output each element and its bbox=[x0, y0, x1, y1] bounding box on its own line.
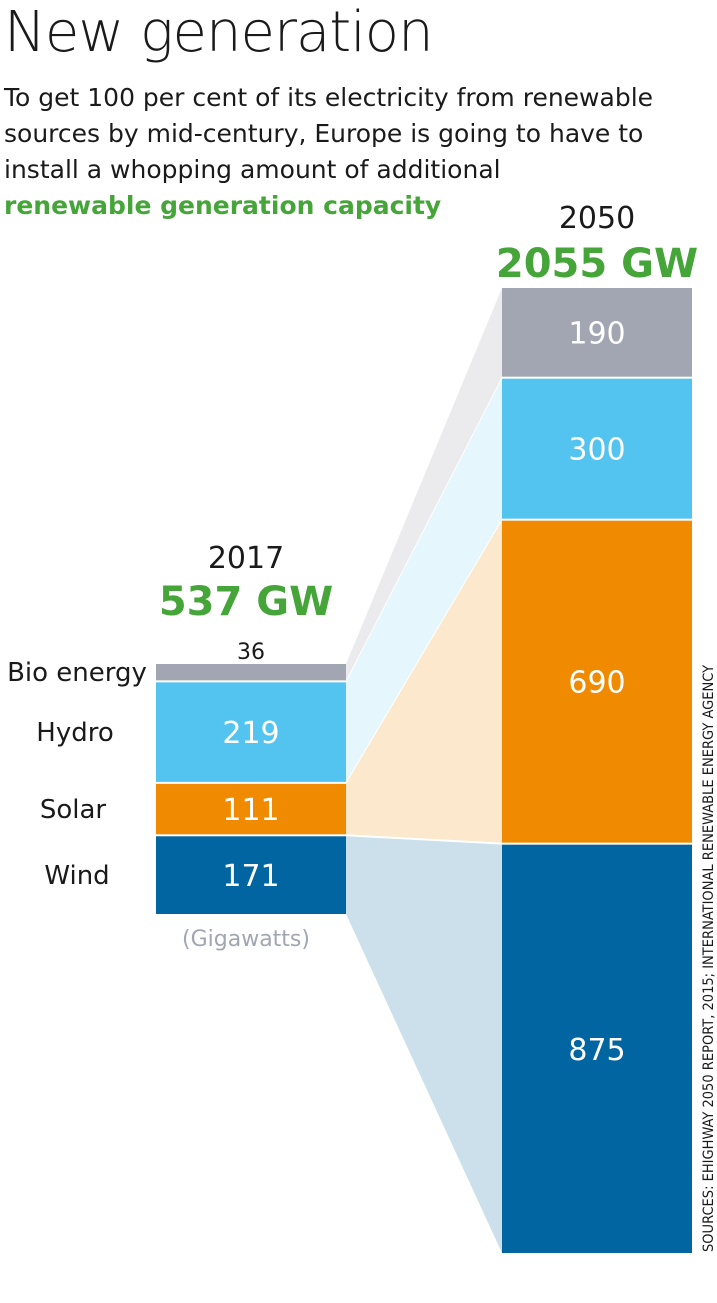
connector-wind bbox=[346, 836, 502, 1253]
value-label-2050-solar: 690 bbox=[568, 666, 625, 701]
chart-title: New generation bbox=[4, 0, 434, 65]
value-label-2050-bio: 190 bbox=[568, 316, 625, 351]
value-label-2050-hydro: 300 bbox=[568, 433, 625, 468]
bar-2050-solar bbox=[502, 520, 692, 843]
intro-highlight: renewable generation capacity bbox=[4, 191, 442, 220]
bar-2017-wind bbox=[156, 836, 346, 914]
value-label-2050-wind: 875 bbox=[568, 1033, 625, 1068]
category-label-bio: Bio energy bbox=[7, 658, 147, 688]
value-label-2017-solar: 111 bbox=[222, 793, 279, 828]
bar-2017-solar bbox=[156, 783, 346, 835]
year-label-2050: 2050 bbox=[559, 201, 635, 236]
source-note: SOURCES: EHIGHWAY 2050 REPORT, 2015; INT… bbox=[701, 664, 717, 1252]
total-label-2017: 537 GW bbox=[159, 579, 333, 625]
value-label-2017-hydro: 219 bbox=[222, 716, 279, 751]
connector-bio bbox=[346, 288, 502, 681]
bar-2017-bio bbox=[156, 664, 346, 681]
bar-2050-hydro bbox=[502, 378, 692, 519]
connector-hydro bbox=[346, 378, 502, 782]
category-label-wind: Wind bbox=[44, 861, 109, 891]
value-label-2017-bio: 36 bbox=[237, 640, 265, 665]
year-label-2017: 2017 bbox=[208, 541, 284, 576]
intro-text: To get 100 per cent of its electricity f… bbox=[4, 80, 704, 224]
unit-label: (Gigawatts) bbox=[182, 927, 310, 952]
intro-body: To get 100 per cent of its electricity f… bbox=[4, 83, 654, 184]
total-label-2050: 2055 GW bbox=[496, 241, 698, 287]
bar-2050-wind bbox=[502, 844, 692, 1253]
category-label-hydro: Hydro bbox=[36, 718, 113, 748]
bar-2050-bio bbox=[502, 288, 692, 377]
bar-2017-hydro bbox=[156, 682, 346, 782]
connector-solar bbox=[346, 520, 502, 843]
category-label-solar: Solar bbox=[40, 795, 107, 825]
value-label-2017-wind: 171 bbox=[222, 859, 279, 894]
